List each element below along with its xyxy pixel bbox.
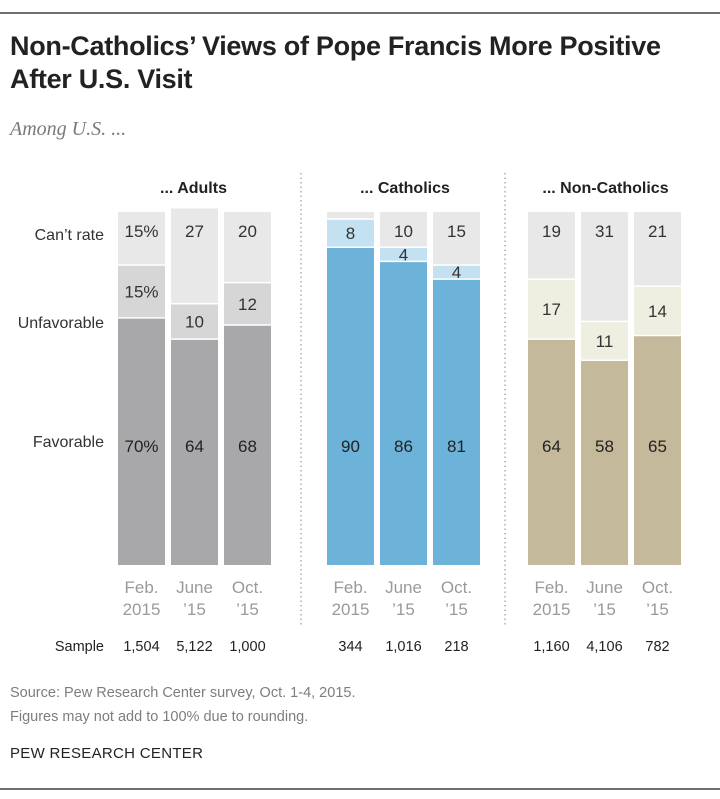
period-label: ’15 [445, 600, 468, 619]
bar-segment-cant-rate [171, 208, 218, 304]
data-label-favorable: 58 [595, 437, 614, 456]
row-label: Can’t rate [35, 227, 104, 244]
period-label: 2015 [332, 600, 370, 619]
bar-segment-favorable [327, 247, 374, 566]
bar-segment-unfavorable [171, 303, 218, 340]
bar-segment-cant-rate [581, 212, 628, 322]
data-label-favorable: 64 [185, 437, 204, 456]
sample-size: 1,000 [229, 639, 265, 655]
data-label-favorable: 65 [648, 437, 667, 456]
data-label-unfavorable: 12 [238, 295, 257, 314]
sample-size: 5,122 [176, 639, 212, 655]
bar-segment-unfavorable [581, 321, 628, 361]
bar-segment-favorable [380, 261, 427, 565]
row-label: Unfavorable [18, 315, 104, 332]
row-label: Favorable [33, 434, 104, 451]
period-label: Feb. [124, 578, 158, 597]
period-label: ’15 [646, 600, 669, 619]
data-label-cant-rate: 15 [447, 222, 466, 241]
sample-size: 4,106 [586, 639, 622, 655]
sample-size: 782 [645, 639, 669, 655]
data-label-cant-rate: 15% [124, 222, 158, 241]
data-label-cant-rate: 31 [595, 222, 614, 241]
brand-name: PEW RESEARCH CENTER [10, 745, 204, 762]
sample-size: 1,160 [533, 639, 569, 655]
data-label-favorable: 64 [542, 437, 561, 456]
sample-size: 1,016 [385, 639, 421, 655]
data-label-unfavorable: 15% [124, 282, 158, 301]
data-label-unfavorable: 8 [346, 224, 355, 243]
bar-segment-favorable [581, 360, 628, 565]
bar-segment-unfavorable [118, 264, 165, 318]
chart-title: Non-Catholics’ Views of Pope Francis Mor… [10, 31, 661, 94]
bottom-rule [0, 788, 720, 790]
data-label-cant-rate: 10 [394, 222, 413, 241]
bar-segment-unfavorable [224, 282, 271, 325]
period-label: Feb. [534, 578, 568, 597]
data-label-unfavorable: 14 [648, 302, 667, 321]
bar-segment-cant-rate [634, 212, 681, 287]
period-label: 2015 [533, 600, 571, 619]
data-label-cant-rate: 27 [185, 222, 204, 241]
bar-segment-unfavorable [433, 264, 480, 280]
data-label-favorable: 70% [124, 437, 158, 456]
data-label-favorable: 86 [394, 437, 413, 456]
sample-size: 218 [444, 639, 468, 655]
period-label: ’15 [236, 600, 259, 619]
period-label: Feb. [333, 578, 367, 597]
period-label: June [176, 578, 213, 597]
period-label: 2015 [123, 600, 161, 619]
bar-segment-favorable [433, 279, 480, 565]
top-rule [0, 12, 720, 14]
source-note: Source: Pew Research Center survey, Oct.… [10, 685, 356, 701]
bar-segment-unfavorable [380, 247, 427, 262]
bar-segment-cant-rate [327, 212, 374, 220]
data-label-unfavorable: 10 [185, 312, 204, 331]
data-label-unfavorable: 4 [452, 263, 461, 282]
period-label: Oct. [642, 578, 673, 597]
bar-segment-favorable [171, 339, 218, 565]
period-label: June [586, 578, 623, 597]
data-label-cant-rate: 21 [648, 222, 667, 241]
period-label: ’15 [593, 600, 616, 619]
period-label: ’15 [183, 600, 206, 619]
bar-segment-cant-rate [528, 212, 575, 280]
bar-segment-cant-rate [380, 212, 427, 248]
data-label-cant-rate: 20 [238, 222, 257, 241]
sample-size: 344 [338, 639, 362, 655]
bar-segment-unfavorable [327, 219, 374, 248]
group-title: ... Catholics [360, 180, 450, 197]
data-label-unfavorable: 11 [596, 332, 614, 351]
data-label-favorable: 90 [341, 437, 360, 456]
bar-segment-favorable [118, 317, 165, 565]
data-label-cant-rate: 19 [542, 222, 561, 241]
period-label: Oct. [441, 578, 472, 597]
group-title: ... Non-Catholics [542, 180, 668, 197]
data-label-unfavorable: 17 [542, 300, 561, 319]
bar-segment-unfavorable [634, 286, 681, 336]
bar-segment-favorable [224, 324, 271, 565]
period-label: ’15 [392, 600, 415, 619]
stacked-bar-chart: Can’t rate Unfavorable Favorable ... Adults… [18, 173, 681, 655]
bar-segment-cant-rate [433, 212, 480, 265]
bar-segment-favorable [634, 335, 681, 565]
bar-segment-unfavorable [528, 279, 575, 340]
period-label: Oct. [232, 578, 263, 597]
sample-label: Sample [55, 639, 104, 655]
period-label: June [385, 578, 422, 597]
data-label-unfavorable: 4 [399, 245, 408, 264]
bar-segment-favorable [528, 339, 575, 565]
data-label-favorable: 68 [238, 437, 257, 456]
bar-segment-cant-rate [118, 212, 165, 265]
chart-subtitle: Among U.S. ... [10, 118, 127, 140]
sample-size: 1,504 [123, 639, 159, 655]
data-label-favorable: 81 [447, 437, 466, 456]
bar-segment-cant-rate [224, 212, 271, 283]
group-title: ... Adults [160, 180, 227, 197]
rounding-note: Figures may not add to 100% due to round… [10, 709, 309, 725]
